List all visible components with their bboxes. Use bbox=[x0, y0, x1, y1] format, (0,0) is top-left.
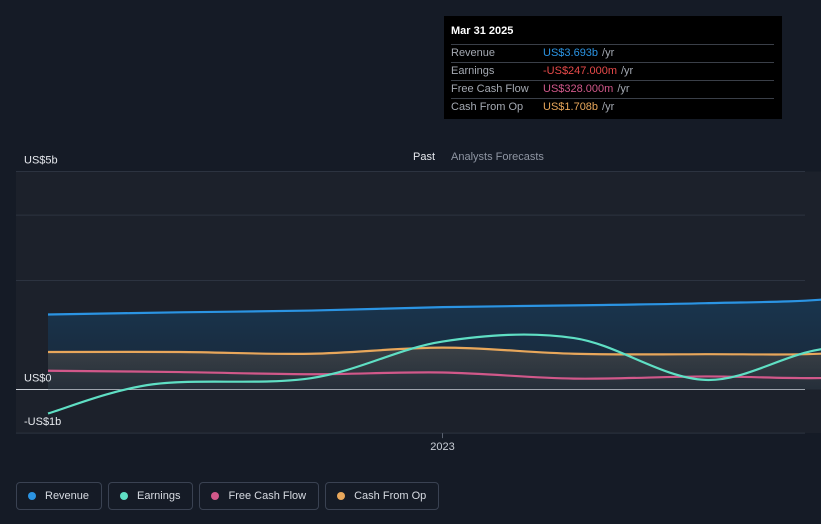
legend-label: Cash From Op bbox=[354, 490, 427, 502]
legend: Revenue Earnings Free Cash Flow Cash From O… bbox=[16, 482, 440, 510]
legend-label: Free Cash Flow bbox=[228, 490, 307, 502]
y-tick-label: -US$1b bbox=[24, 416, 61, 428]
legend-dot-icon bbox=[28, 492, 36, 500]
tooltip-row: Earnings -US$247.000m/yr bbox=[451, 62, 774, 80]
forecast-label: Analysts Forecasts bbox=[451, 151, 544, 163]
tooltip-row: Revenue US$3.693b/yr bbox=[451, 44, 774, 62]
tooltip-value: US$1.708b bbox=[543, 101, 599, 113]
tooltip-value: US$3.693b bbox=[543, 47, 599, 59]
data-tooltip: Mar 31 2025 Revenue US$3.693b/yr Earnings -… bbox=[444, 16, 782, 119]
y-tick-label: US$5b bbox=[24, 155, 58, 167]
legend-item-free-cash-flow[interactable]: Free Cash Flow bbox=[199, 482, 320, 510]
tooltip-label: Free Cash Flow bbox=[451, 83, 529, 95]
legend-item-revenue[interactable]: Revenue bbox=[16, 482, 103, 510]
tooltip-value: US$328.000m bbox=[543, 83, 614, 95]
tooltip-row: Free Cash Flow US$328.000m/yr bbox=[451, 80, 774, 98]
tooltip-unit: /yr bbox=[621, 65, 634, 77]
tooltip-unit: /yr bbox=[602, 101, 615, 113]
tooltip-unit: /yr bbox=[617, 83, 630, 95]
legend-item-cash-from-op[interactable]: Cash From Op bbox=[325, 482, 440, 510]
series-line-cash-from-op bbox=[47, 346, 821, 356]
tooltip-label: Earnings bbox=[451, 65, 495, 77]
legend-item-earnings[interactable]: Earnings bbox=[108, 482, 194, 510]
tooltip-value: -US$247.000m bbox=[543, 65, 617, 77]
tooltip-label: Cash From Op bbox=[451, 101, 524, 113]
y-tick-label: US$0 bbox=[24, 373, 52, 385]
legend-dot-icon bbox=[120, 492, 129, 500]
x-tick-label: 2023 bbox=[430, 441, 454, 453]
tooltip-label: Revenue bbox=[451, 47, 496, 59]
legend-dot-icon bbox=[211, 492, 220, 500]
legend-label: Earnings bbox=[137, 490, 181, 502]
series-line-free-cash-flow bbox=[47, 369, 821, 380]
tooltip-date: Mar 31 2025 bbox=[451, 25, 514, 37]
series-line-revenue bbox=[47, 298, 821, 316]
legend-dot-icon bbox=[337, 492, 346, 500]
past-label: Past bbox=[413, 151, 435, 163]
tooltip-unit: /yr bbox=[602, 47, 615, 59]
series-line-earnings bbox=[47, 333, 821, 415]
legend-label: Revenue bbox=[45, 490, 90, 502]
tooltip-row: Cash From Op US$1.708b/yr bbox=[451, 98, 774, 116]
